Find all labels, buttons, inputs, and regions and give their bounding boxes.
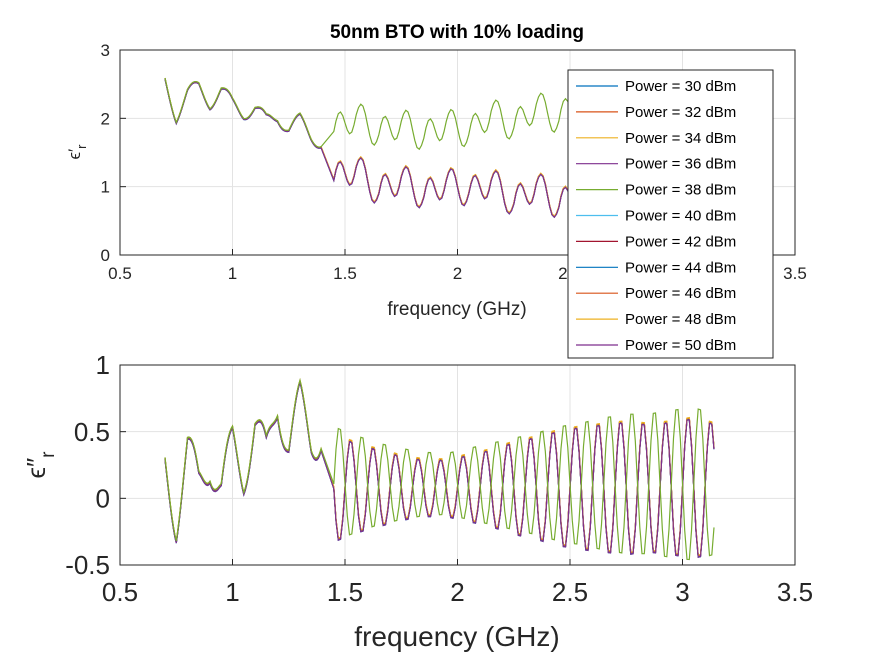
- bottom-x-tick-label: 1: [225, 577, 239, 607]
- bottom-y-tick-label: -0.5: [65, 550, 110, 580]
- top-y-tick-label: 2: [101, 109, 110, 128]
- top-y-label-main: ϵ′: [65, 149, 84, 160]
- legend-box: [567, 69, 774, 359]
- bottom-y-axis-label: ϵ″r: [21, 451, 59, 479]
- bottom-y-tick-label: 0: [96, 483, 110, 513]
- top-x-tick-label: 1.5: [333, 264, 357, 283]
- svg-text:ϵ′r: ϵ′r: [65, 144, 89, 160]
- bottom-ticks: 0.5 1 1.5 2 2.5 3 3.5 -0.5 0 0.5 1: [65, 350, 813, 607]
- legend-entry: Power = 42 dBm: [625, 233, 736, 250]
- bottom-series-line: [164, 380, 715, 558]
- bottom-y-label-sub: r: [38, 451, 59, 458]
- legend: Power = 30 dBm Power = 32 dBm Power = 34 d…: [567, 69, 774, 359]
- top-x-axis-label: frequency (GHz): [387, 299, 526, 320]
- bottom-x-tick-label: 1.5: [327, 577, 363, 607]
- top-x-tick-label: 2: [453, 264, 462, 283]
- legend-entry: Power = 34 dBm: [625, 130, 736, 147]
- legend-entry: Power = 46 dBm: [625, 285, 736, 302]
- top-x-tick-label: 3.5: [783, 264, 807, 283]
- legend-entry: Power = 48 dBm: [625, 311, 736, 328]
- bottom-y-tick-label: 0.5: [74, 417, 110, 447]
- bottom-y-tick-label: 1: [96, 350, 110, 380]
- bottom-x-tick-label: 3.5: [777, 577, 813, 607]
- legend-entry: Power = 38 dBm: [625, 182, 736, 199]
- bottom-series-lines: [164, 377, 715, 561]
- bottom-x-tick-label: 3: [675, 577, 689, 607]
- top-y-tick-label: 1: [101, 178, 110, 197]
- bottom-x-axis-label: frequency (GHz): [354, 621, 559, 652]
- top-y-tick-label: 0: [101, 246, 110, 265]
- bottom-plot: 0.5 1 1.5 2 2.5 3 3.5 -0.5 0 0.5 1 frequency (GHz)…: [21, 350, 813, 652]
- bottom-x-tick-label: 0.5: [102, 577, 138, 607]
- bottom-x-tick-label: 2: [450, 577, 464, 607]
- top-x-tick-label: 1: [228, 264, 237, 283]
- svg-text:ϵ″r: ϵ″r: [21, 451, 59, 479]
- top-x-tick-label: 0.5: [108, 264, 132, 283]
- chart-title: 50nm BTO with 10% loading: [330, 22, 584, 43]
- legend-entry: Power = 36 dBm: [625, 156, 736, 173]
- legend-entry: Power = 32 dBm: [625, 104, 736, 121]
- bottom-y-label-main: ϵ″: [21, 458, 51, 479]
- legend-entry: Power = 40 dBm: [625, 208, 736, 225]
- top-y-label-sub: r: [74, 144, 89, 149]
- legend-entry: Power = 44 dBm: [625, 259, 736, 276]
- top-y-tick-label: 3: [101, 41, 110, 60]
- top-y-axis-label: ϵ′r: [65, 144, 89, 160]
- bottom-x-tick-label: 2.5: [552, 577, 588, 607]
- bottom-series-line: [164, 377, 715, 561]
- legend-entry: Power = 30 dBm: [625, 78, 736, 95]
- legend-entry: Power = 50 dBm: [625, 337, 736, 354]
